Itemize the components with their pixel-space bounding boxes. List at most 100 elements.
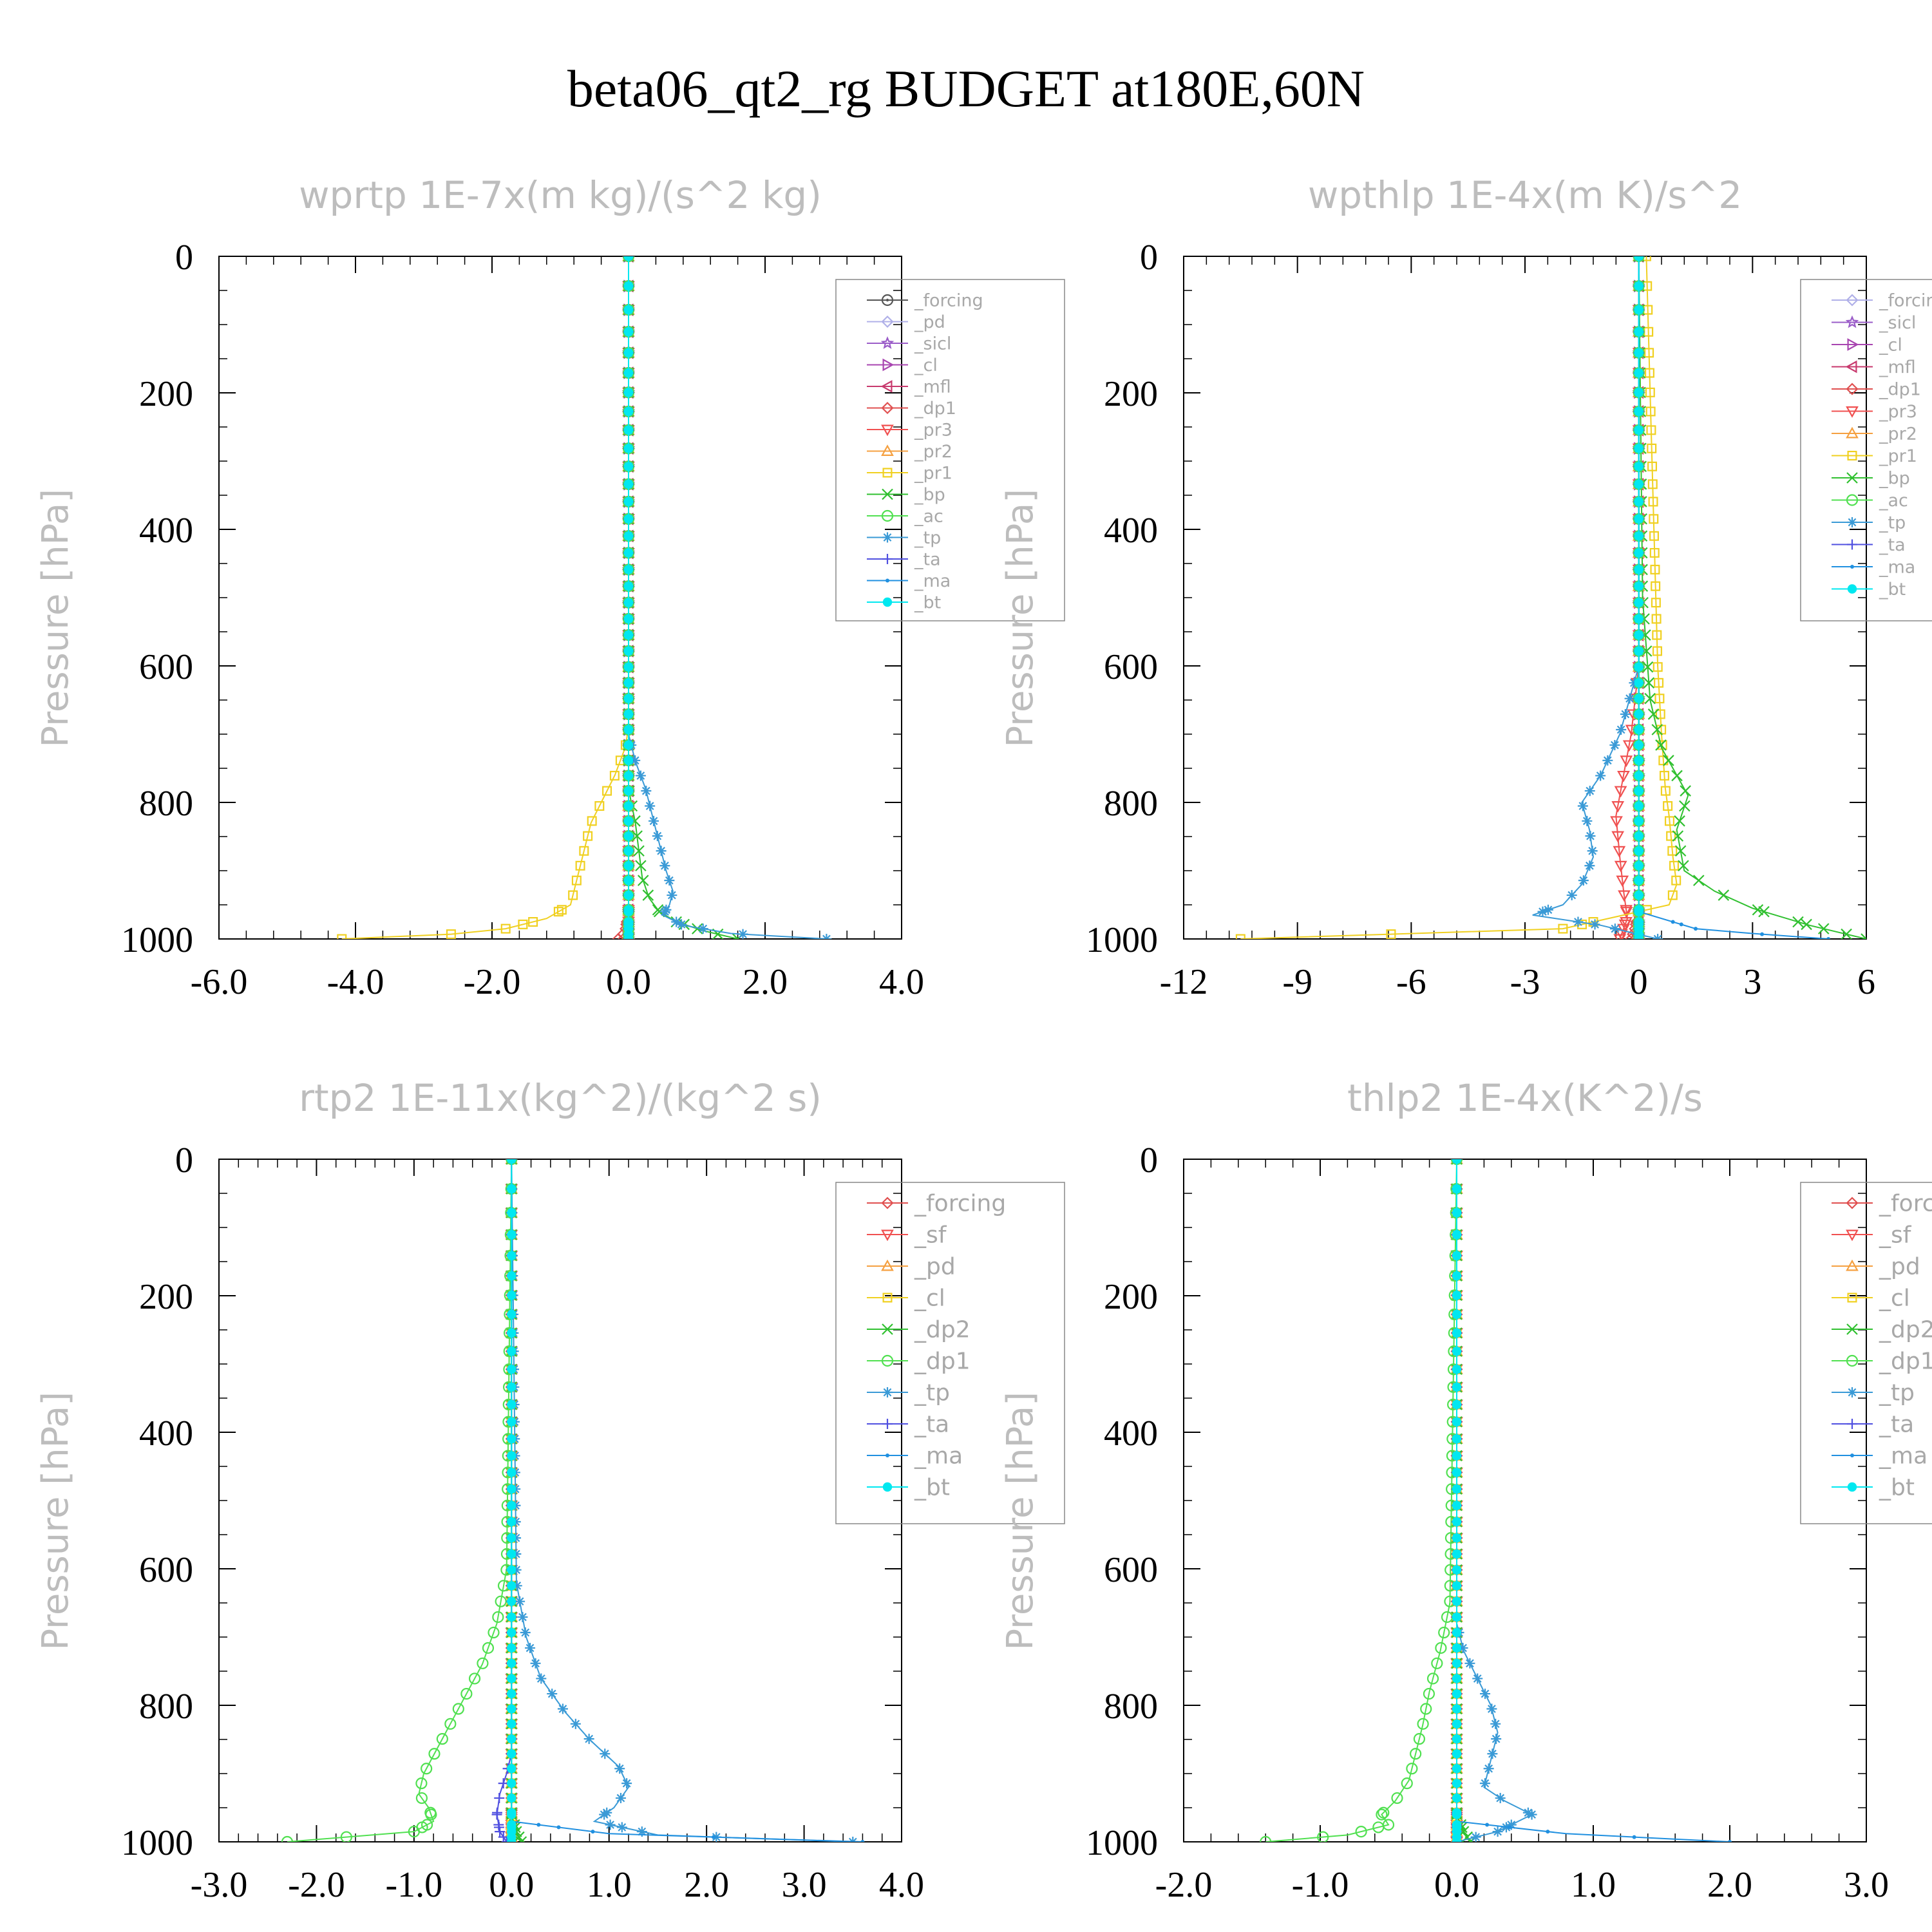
legend-marker_bt [882, 1482, 893, 1492]
chart-panel-2: wpthlp 1E-4x(m K)/s^2 Pressure [hPa] 0 200 4… [999, 173, 1932, 1002]
data-point_dp1 [492, 1611, 504, 1624]
data-point_ta [494, 1793, 505, 1804]
legend-marker_pd [881, 1259, 894, 1271]
legend-marker_pr2 [881, 444, 894, 457]
data-point_bt [623, 565, 634, 574]
data-point_tp [1589, 919, 1600, 930]
data-point_tp [667, 890, 677, 901]
data-point_bt [1452, 1581, 1462, 1591]
data-point_tp [1616, 724, 1627, 735]
y-tick-label: 800 [139, 784, 193, 824]
data-point_bt [1452, 1309, 1462, 1320]
legend-marker_mfl [880, 380, 893, 393]
data-point_tp [511, 1580, 522, 1591]
legend-label_bt: _bt [914, 592, 941, 612]
panel-title: rtp2 1E-11x(kg^2)/(kg^2 s) [299, 1076, 822, 1120]
y-tick-label: 200 [1104, 1277, 1158, 1317]
x-tick-label: -2.0 [464, 962, 521, 1002]
y-tick-label: 400 [1104, 1414, 1158, 1454]
data-point_bt [623, 327, 634, 337]
data-point_bt [507, 1719, 516, 1729]
x-tick-label: 0 [1630, 962, 1648, 1002]
y-tick-label: 1000 [121, 1823, 193, 1863]
data-point_pr1 [1645, 387, 1655, 397]
series-line_dp1 [1265, 1159, 1457, 1842]
data-point_tp [1542, 904, 1553, 915]
data-point_pr1 [528, 916, 538, 927]
data-point_bp [1752, 904, 1764, 916]
data-point_bt [507, 1810, 516, 1819]
x-tick-label: 3 [1743, 962, 1761, 1002]
plot-area [1235, 256, 1866, 939]
data-point_bt [1634, 890, 1643, 900]
data-point_bt [1452, 1734, 1462, 1744]
data-point_bt [1634, 786, 1643, 796]
data-point_dp1 [415, 1792, 428, 1804]
data-point_pr1 [1648, 497, 1658, 507]
data-point_tp [621, 1778, 632, 1789]
data-point_bt [1634, 755, 1643, 766]
data-point_bt [1452, 1533, 1462, 1543]
legend-label_ac: _ac [914, 506, 943, 526]
legend-label_pr1: _pr1 [914, 463, 952, 483]
legend-marker_tp [882, 1387, 893, 1397]
legend-marker_cl [882, 358, 895, 372]
series_tp [506, 1159, 858, 1842]
legend-marker_pr2 [1846, 426, 1859, 439]
data-point_bp [1841, 928, 1852, 939]
data-point_bt [1452, 1451, 1462, 1461]
data-point_ma [1728, 1840, 1732, 1842]
legend-label_cl: _cl [914, 1285, 945, 1312]
data-point_bt [507, 1208, 516, 1218]
data-point_tp [605, 1819, 616, 1830]
legend-label_pd: _pd [914, 312, 945, 332]
legend-label_mfl: _mfl [914, 377, 951, 397]
data-point_pr1 [1667, 846, 1678, 856]
series_ma [509, 1159, 865, 1842]
series-line_bp [1638, 256, 1866, 939]
data-point_bt [1634, 256, 1643, 261]
data-point_bt [1634, 462, 1643, 471]
data-point_pr3 [1616, 875, 1629, 887]
data-point_tp [737, 929, 748, 939]
data-point_bt [507, 1658, 516, 1669]
data-point_bt [507, 1596, 516, 1606]
data-point_bt [623, 646, 634, 656]
y-axis-label: Pressure [hPa] [999, 489, 1041, 748]
data-point_bt [623, 934, 634, 939]
series-line_dp1 [287, 1159, 513, 1842]
y-tick-label: 400 [1104, 511, 1158, 551]
legend-label_cl: _cl [914, 355, 938, 375]
legend-label_dp1: _dp1 [914, 399, 956, 419]
data-point_bt [507, 1793, 516, 1803]
data-point_bt [1452, 1793, 1462, 1803]
data-point_bt [1634, 934, 1643, 939]
legend-marker_sf [881, 1229, 894, 1242]
data-point_bt [1452, 1251, 1462, 1260]
legend-marker_mfl [1845, 360, 1857, 374]
legend-label_forcing: _forcing [1879, 290, 1932, 310]
data-point_bp [1758, 905, 1770, 918]
data-point_bt [1452, 1837, 1462, 1842]
data-point_tp [656, 846, 667, 857]
legend: _forcing _sicl_cl_mfl_dp1 _pr3_pr2_pr1_bp _… [1800, 279, 1932, 621]
x-tick-label: 0.0 [606, 962, 651, 1002]
data-point_pr1 [1647, 479, 1658, 489]
legend-marker_ma [886, 578, 889, 583]
legend-marker_pr1 [1847, 450, 1857, 460]
data-point_pr1 [1652, 630, 1662, 640]
data-point_dp1 [1260, 1835, 1272, 1842]
legend-marker_sicl [1845, 315, 1859, 328]
data-point_dp1 [477, 1657, 489, 1669]
legend-label_dp1: _dp1 [1879, 379, 1921, 399]
legend-marker_sf [1846, 1229, 1859, 1242]
x-tick-label: 1.0 [587, 1865, 632, 1905]
data-point_pr1 [1558, 923, 1568, 934]
data-point_bt [1452, 1549, 1462, 1559]
data-point_bt [1452, 1417, 1462, 1426]
data-point_tp [1582, 815, 1593, 826]
data-point_bt [507, 1484, 516, 1494]
data-point_pr1 [1654, 694, 1665, 704]
data-point_bt [623, 831, 634, 841]
